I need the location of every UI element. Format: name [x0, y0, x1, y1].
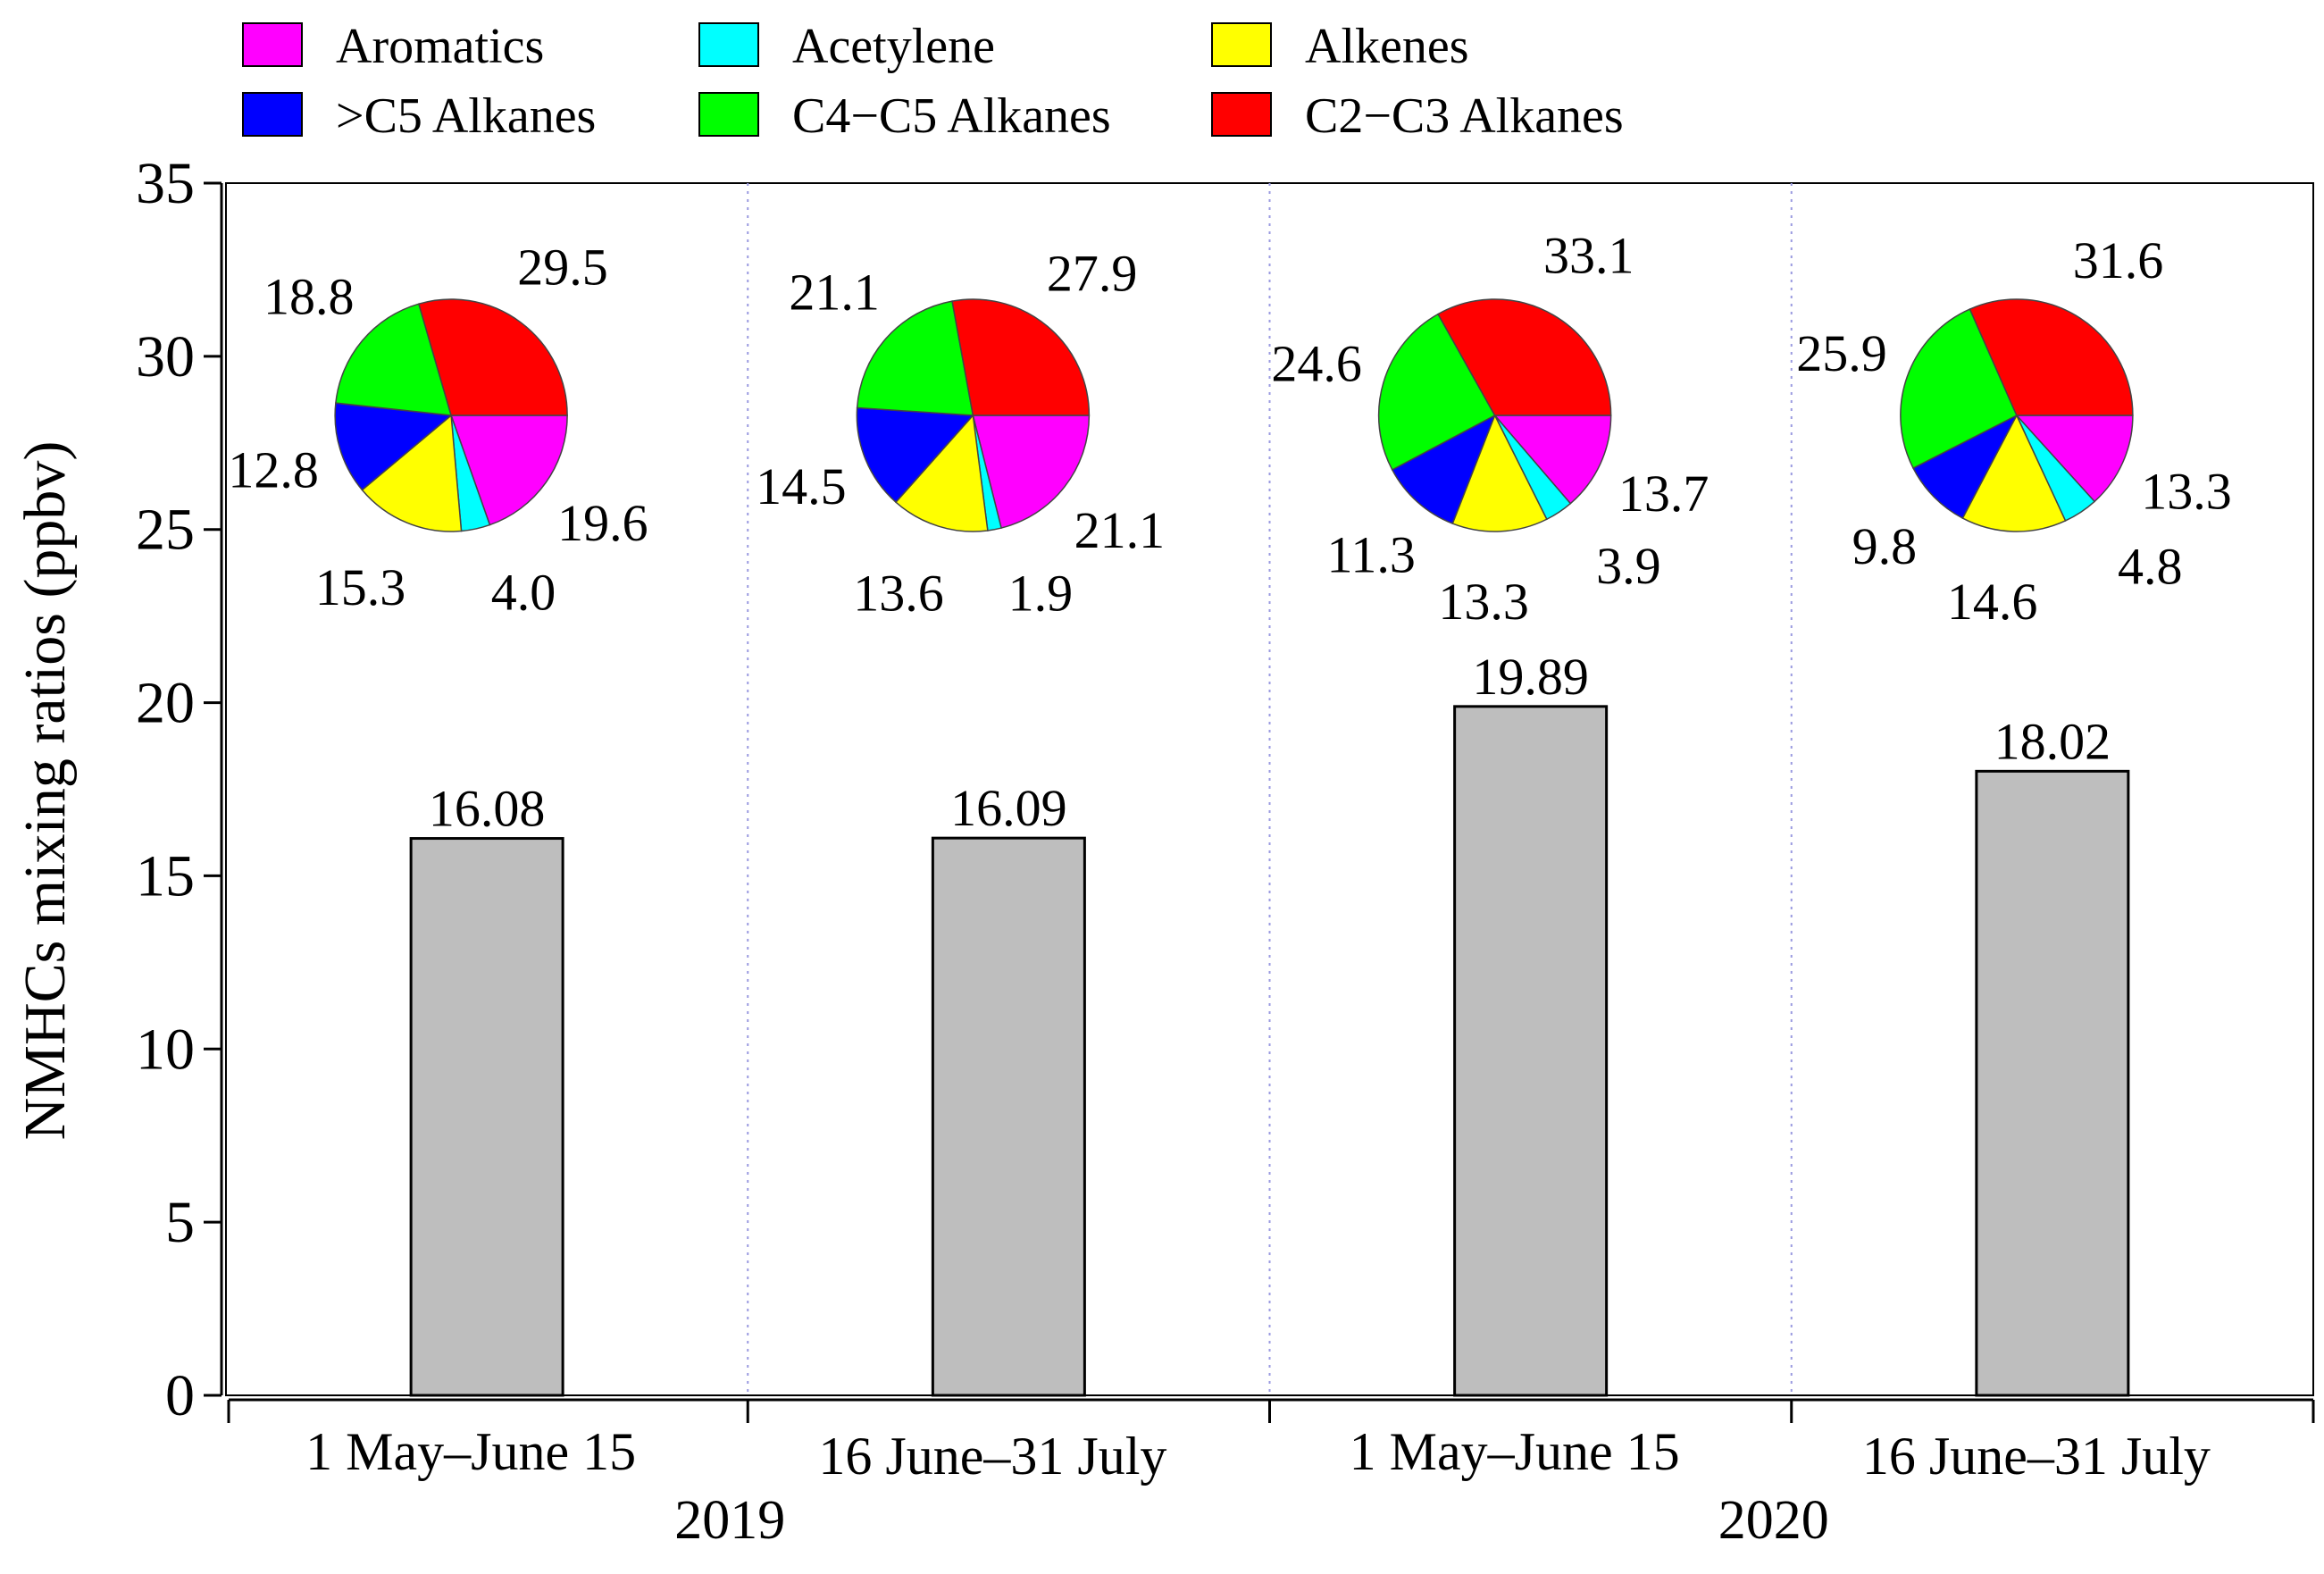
pie-slice	[972, 414, 1091, 529]
pie-value-label: 33.1	[1543, 227, 1634, 285]
y-tick-label: 35	[136, 151, 195, 216]
pie-value-label: 15.3	[315, 558, 406, 616]
x-year-label: 2020	[1718, 1490, 1829, 1551]
legend-swatch	[698, 22, 759, 67]
x-category-label: 16 June–31 July	[1862, 1427, 2211, 1486]
legend-swatch	[242, 92, 303, 137]
bar-value-label: 16.09	[950, 779, 1067, 837]
pie-slice	[1969, 298, 2134, 416]
legend-label: >C5 Alkanes	[336, 88, 596, 144]
y-tick-label: 25	[136, 498, 195, 563]
pie-value-label: 14.5	[756, 457, 847, 515]
legend-swatch	[1211, 22, 1272, 67]
pie-value-label: 1.9	[1008, 565, 1074, 623]
pie-value-label: 14.6	[1947, 573, 2038, 631]
pie-value-label: 13.3	[2141, 462, 2232, 520]
pie-slice	[1900, 308, 2018, 470]
pie-value-label: 3.9	[1596, 537, 1661, 595]
pie-slice	[335, 303, 453, 416]
bar-value-label: 19.89	[1472, 648, 1589, 706]
pie-value-label: 29.5	[517, 239, 608, 297]
pie-slice	[334, 402, 453, 491]
pie-slice	[1492, 414, 1612, 505]
pie-slice	[2015, 414, 2134, 503]
bar	[931, 836, 1086, 1397]
y-axis-label: NMHCs mixing ratios (ppbv)	[13, 441, 78, 1141]
x-category-label: 1 May–June 15	[1350, 1422, 1680, 1481]
bar	[1453, 705, 1609, 1397]
pie-slice	[856, 406, 974, 504]
plot-area: 0 5 10 15 20 25 30 35 16.08 1 May–June 15 16.09 16 …	[136, 151, 2315, 1551]
pie-slice	[894, 414, 989, 532]
pie-value-label: 25.9	[1796, 324, 1887, 382]
pie-value-label: 13.6	[853, 565, 944, 623]
legend-swatch	[1211, 92, 1272, 137]
pie-slice	[417, 298, 568, 416]
pie-value-label: 13.7	[1618, 465, 1710, 523]
pie-slice	[1451, 414, 1548, 532]
bar-value-label: 16.08	[429, 780, 546, 838]
pie-value-label: 4.8	[2118, 538, 2183, 596]
pie-slice	[856, 300, 974, 416]
y-tick-label: 0	[165, 1363, 195, 1428]
x-category-label: 16 June–31 July	[818, 1427, 1166, 1486]
pie-slice	[1377, 313, 1496, 471]
pie-value-label: 12.8	[228, 441, 319, 499]
y-tick-label: 5	[165, 1190, 195, 1255]
bar	[1975, 769, 2130, 1397]
y-tick-label: 30	[136, 324, 195, 389]
pie-slice	[1912, 414, 2019, 520]
pie-value-label: 21.1	[1074, 501, 1166, 559]
pie-value-label: 27.9	[1047, 244, 1138, 302]
pie-slice	[1437, 298, 1612, 416]
pie-slice	[1391, 414, 1497, 525]
pie-value-label: 19.6	[557, 494, 648, 552]
y-tick-label: 15	[136, 843, 195, 908]
legend-label: Acetylene	[792, 19, 995, 74]
pie-value-label: 31.6	[2073, 231, 2164, 289]
y-tick-label: 10	[136, 1017, 195, 1082]
pie-value-label: 21.1	[789, 264, 880, 322]
bar-value-label: 18.02	[1994, 712, 2111, 770]
legend-swatch	[242, 22, 303, 67]
x-year-label: 2019	[674, 1490, 785, 1551]
y-tick-label: 20	[136, 671, 195, 736]
x-category-label: 1 May–June 15	[305, 1422, 636, 1481]
legend-swatch	[698, 92, 759, 137]
pie-value-label: 13.3	[1438, 573, 1529, 631]
pie-value-label: 24.6	[1271, 334, 1362, 392]
pie-slice	[1961, 414, 2067, 532]
pie-slice	[951, 298, 1091, 416]
legend-label: C4−C5 Alkanes	[792, 88, 1111, 144]
legend-label: Aromatics	[336, 19, 544, 74]
bar	[409, 837, 564, 1397]
pie-value-label: 18.8	[263, 267, 355, 325]
legend-label: C2−C3 Alkanes	[1305, 88, 1624, 144]
pie-slice	[361, 414, 463, 532]
legend: Aromatics Acetylene Alkenes >C5 Alkanes C4−C…	[242, 19, 1624, 144]
pie-value-label: 4.0	[491, 563, 556, 621]
pie-value-label: 9.8	[1852, 517, 1918, 575]
legend-label: Alkenes	[1305, 19, 1469, 74]
pie-value-label: 11.3	[1327, 525, 1416, 583]
